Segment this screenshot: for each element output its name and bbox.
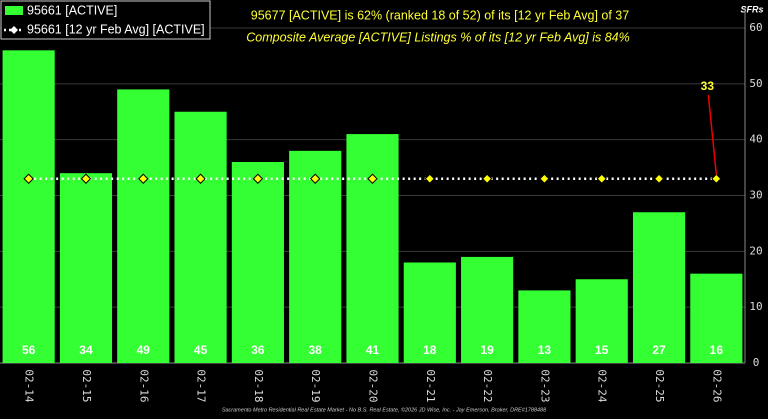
bar	[2, 50, 55, 363]
bar	[690, 273, 743, 363]
y-tick-label: 60	[749, 21, 762, 34]
legend-label: 95661 [12 yr Feb Avg] [ACTIVE]	[27, 22, 205, 36]
value-label: 49	[137, 343, 151, 357]
x-tick-label: 02-20	[367, 369, 380, 402]
avg-marker	[138, 173, 149, 184]
bar	[117, 89, 170, 364]
bar	[575, 279, 628, 363]
y-tick-label: 30	[749, 189, 762, 202]
value-label: 19	[480, 343, 494, 357]
x-tick-label: 02-19	[309, 369, 322, 402]
value-label: 13	[538, 343, 552, 357]
bar	[289, 150, 342, 363]
legend-swatch	[5, 6, 23, 15]
value-label: 45	[194, 343, 208, 357]
value-label: 34	[79, 343, 93, 357]
y-tick-label: 50	[749, 77, 762, 90]
avg-marker	[309, 173, 321, 184]
x-tick-label: 02-25	[653, 369, 666, 402]
legend-marker	[10, 26, 18, 34]
y-tick-label: 40	[749, 133, 762, 146]
x-tick-label: 02-21	[424, 369, 437, 402]
bar	[403, 262, 456, 363]
value-label: 27	[652, 343, 666, 357]
value-label: 18	[423, 343, 437, 357]
bar	[174, 111, 227, 363]
legend-label: 95661 [ACTIVE]	[27, 3, 117, 17]
avg-marker	[539, 173, 550, 184]
value-label: 15	[595, 343, 609, 357]
x-tick-label: 02-26	[710, 369, 723, 402]
y-tick-label: 10	[749, 300, 762, 313]
bar	[518, 290, 571, 363]
x-tick-label: 02-17	[195, 369, 208, 402]
bar	[461, 256, 514, 363]
y-tick-label: 0	[753, 356, 760, 369]
bar	[346, 134, 399, 363]
footer: Sacramento Metro Residential Real Estate…	[222, 406, 547, 413]
avg-marker	[252, 173, 264, 184]
avg-marker	[23, 173, 34, 184]
x-tick-label: 02-16	[137, 369, 150, 402]
x-tick-label: 02-23	[538, 369, 551, 402]
y-axis-label: SFRs	[740, 4, 763, 14]
x-tick-label: 02-24	[596, 369, 609, 402]
avg-marker	[711, 173, 722, 184]
value-label: 36	[251, 343, 265, 357]
x-tick-label: 02-14	[23, 369, 36, 402]
y-tick-label: 20	[749, 244, 762, 257]
legend-box	[0, 0, 211, 40]
value-label: 38	[309, 343, 323, 357]
x-tick-label: 02-15	[80, 369, 93, 402]
x-tick-label: 02-18	[252, 369, 265, 402]
bar	[632, 212, 686, 363]
value-label: 16	[710, 343, 724, 357]
chart-title: 95677 [ACTIVE] is 62% (ranked 18 of 52) …	[251, 8, 629, 22]
avg-marker	[195, 173, 206, 184]
avg-marker	[80, 173, 92, 184]
bar	[59, 173, 113, 363]
avg-marker	[653, 173, 665, 184]
avg-marker	[424, 173, 436, 184]
chart-subtitle: Composite Average [ACTIVE] Listings % of…	[246, 30, 630, 44]
x-tick-label: 02-22	[481, 369, 494, 402]
value-label: 41	[366, 343, 380, 357]
value-label: 56	[22, 343, 36, 357]
annotation-pointer	[707, 94, 718, 175]
avg-marker	[596, 173, 607, 184]
avg-marker	[481, 173, 493, 184]
avg-marker	[367, 173, 378, 184]
bar	[231, 162, 284, 363]
annotation: 33	[701, 79, 715, 93]
